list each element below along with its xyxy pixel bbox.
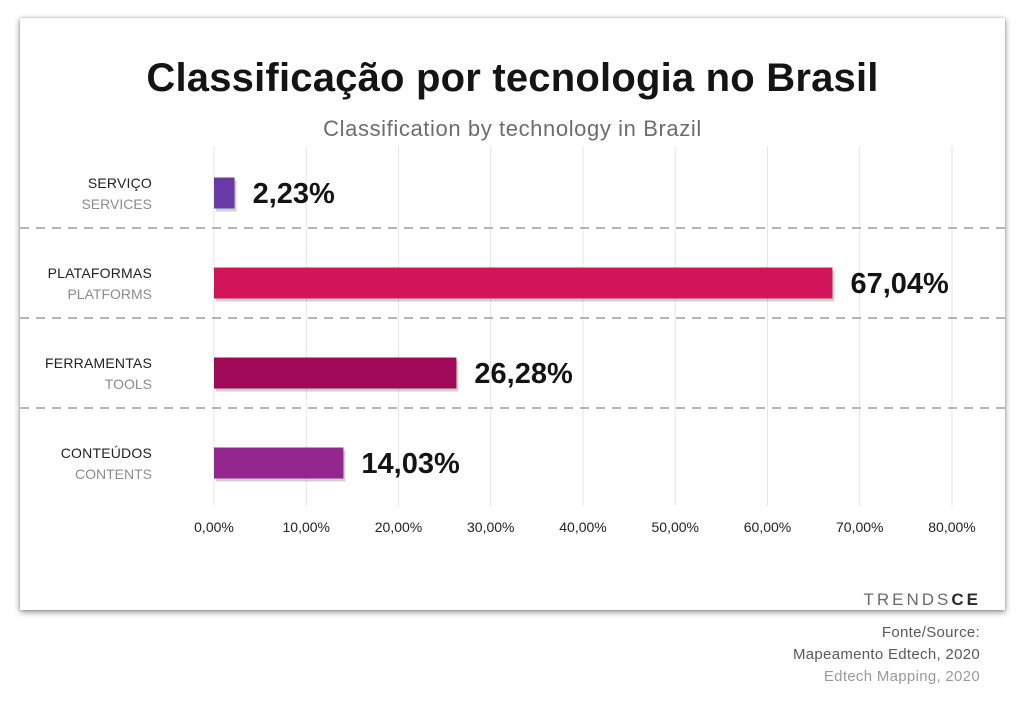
x-tick-label: 50,00% — [652, 519, 699, 535]
bar — [214, 357, 457, 389]
category-label-pt: PLATAFORMAS — [48, 265, 152, 281]
logo-main: TRENDS — [863, 590, 952, 609]
bar-chart: 0,00% 10,00% 20,00% 30,00% 40,00% 50,00% 60,00… — [20, 146, 1005, 535]
category-label-en: TOOLS — [105, 376, 152, 392]
chart-title: Classificação por tecnologia no Brasil — [146, 56, 879, 100]
bar — [214, 447, 344, 479]
source-en: Edtech Mapping, 2020 — [823, 668, 980, 685]
chart-card: Classificação por tecnologia no Brasil C… — [20, 18, 1005, 610]
x-tick-label: 10,00% — [283, 519, 330, 535]
x-tick-label: 70,00% — [836, 519, 883, 535]
chart-subtitle: Classification by technology in Brazil — [323, 116, 702, 141]
data-label: 2,23% — [253, 178, 335, 210]
category-label-pt: FERRAMENTAS — [45, 355, 152, 371]
category-label-en: SERVICES — [81, 196, 152, 212]
x-tick-label: 20,00% — [375, 519, 422, 535]
x-tick-label: 0,00% — [194, 519, 234, 535]
x-tick-label: 60,00% — [744, 519, 791, 535]
x-tick-label: 30,00% — [467, 519, 514, 535]
source-label: Fonte/Source: — [881, 624, 980, 641]
category-label-en: PLATFORMS — [67, 286, 152, 302]
category-label-en: CONTENTS — [75, 466, 152, 482]
source-note: Fonte/Source: Mapeamento Edtech, 2020 Ed… — [793, 622, 980, 688]
source-pt: Mapeamento Edtech, 2020 — [792, 646, 980, 663]
x-tick-label: 80,00% — [928, 519, 975, 535]
data-label: 67,04% — [850, 268, 949, 300]
category-label-pt: CONTEÚDOS — [61, 445, 152, 461]
bar — [214, 267, 833, 299]
data-label: 26,28% — [474, 358, 573, 390]
logo-accent: CE — [951, 590, 981, 609]
bar — [214, 177, 235, 209]
data-label: 14,03% — [361, 448, 460, 480]
category-label-pt: SERVIÇO — [88, 175, 152, 191]
x-tick-label: 40,00% — [559, 519, 606, 535]
trendsce-logo: TRENDSCE — [863, 590, 981, 610]
